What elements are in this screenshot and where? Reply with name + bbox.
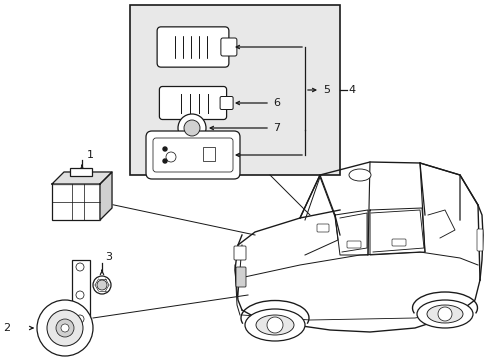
Circle shape <box>56 319 74 337</box>
Bar <box>52 184 100 220</box>
Circle shape <box>163 147 167 151</box>
Text: 6: 6 <box>272 98 280 108</box>
FancyBboxPatch shape <box>153 138 232 172</box>
Text: 7: 7 <box>272 123 280 133</box>
FancyBboxPatch shape <box>316 224 328 232</box>
Circle shape <box>76 291 84 299</box>
Circle shape <box>37 300 93 356</box>
FancyBboxPatch shape <box>220 96 233 109</box>
FancyBboxPatch shape <box>234 246 245 260</box>
Circle shape <box>47 310 83 346</box>
FancyBboxPatch shape <box>159 86 226 120</box>
Ellipse shape <box>348 169 370 181</box>
Circle shape <box>93 276 111 294</box>
Circle shape <box>97 280 107 290</box>
Circle shape <box>61 324 69 332</box>
Circle shape <box>76 315 84 323</box>
Polygon shape <box>52 172 112 184</box>
Text: 4: 4 <box>347 85 354 95</box>
FancyBboxPatch shape <box>146 131 240 179</box>
Bar <box>70 168 92 176</box>
Circle shape <box>163 159 167 163</box>
Ellipse shape <box>244 309 305 341</box>
FancyBboxPatch shape <box>476 229 482 251</box>
FancyBboxPatch shape <box>236 267 245 287</box>
Bar <box>72 260 90 330</box>
Circle shape <box>266 317 283 333</box>
Circle shape <box>178 114 205 142</box>
Circle shape <box>437 307 451 321</box>
Bar <box>130 5 339 175</box>
Text: 2: 2 <box>3 323 10 333</box>
Circle shape <box>165 152 176 162</box>
FancyBboxPatch shape <box>221 38 236 56</box>
Text: 3: 3 <box>105 252 112 262</box>
FancyBboxPatch shape <box>346 241 360 248</box>
Ellipse shape <box>426 305 462 323</box>
FancyBboxPatch shape <box>391 239 405 246</box>
FancyBboxPatch shape <box>157 27 228 67</box>
Ellipse shape <box>256 315 293 335</box>
Text: 1: 1 <box>87 150 94 160</box>
Circle shape <box>76 263 84 271</box>
Ellipse shape <box>416 300 472 328</box>
Bar <box>203 147 215 161</box>
Circle shape <box>183 120 200 136</box>
Polygon shape <box>100 172 112 220</box>
Text: 5: 5 <box>323 85 329 95</box>
